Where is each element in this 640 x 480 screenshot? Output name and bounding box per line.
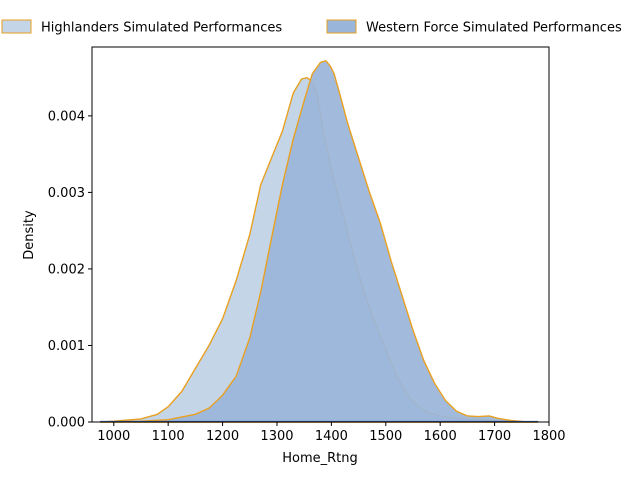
x-tick-label: 1200 [206,429,239,444]
plot-frame [91,46,550,423]
x-tick-label: 1400 [315,429,348,444]
legend-swatch [326,19,357,34]
axes: 1000 1100 1200 1300 1400 1500 1600 1700 1800 0.00… [48,46,566,444]
legend-swatch [1,19,32,34]
legend-item-2: Western Force Simulated Performances [326,19,622,36]
x-tick-label: 1300 [260,429,293,444]
x-tick-label: 1700 [478,429,511,444]
legend-label: Highlanders Simulated Performances [41,21,282,36]
x-axis-label: Home_Rtng [282,451,358,466]
y-tick-label: 0.001 [48,339,85,354]
x-tick-label: 1100 [152,429,185,444]
legend-label: Western Force Simulated Performances [366,21,622,36]
y-tick-label: 0.003 [48,186,85,201]
y-tick-label: 0.000 [48,416,85,431]
x-tick-label: 1000 [97,429,130,444]
density-areas [100,60,539,423]
y-tick-label: 0.004 [48,109,85,124]
y-axis-label: Density [22,210,37,260]
x-tick-label: 1600 [424,429,457,444]
legend: Highlanders Simulated Performances Wester… [1,19,622,36]
x-tick-label: 1800 [532,429,565,444]
x-tick-label: 1500 [369,429,402,444]
legend-item-1: Highlanders Simulated Performances [1,19,282,36]
y-tick-label: 0.002 [48,262,85,277]
density-area-2 [100,60,539,423]
